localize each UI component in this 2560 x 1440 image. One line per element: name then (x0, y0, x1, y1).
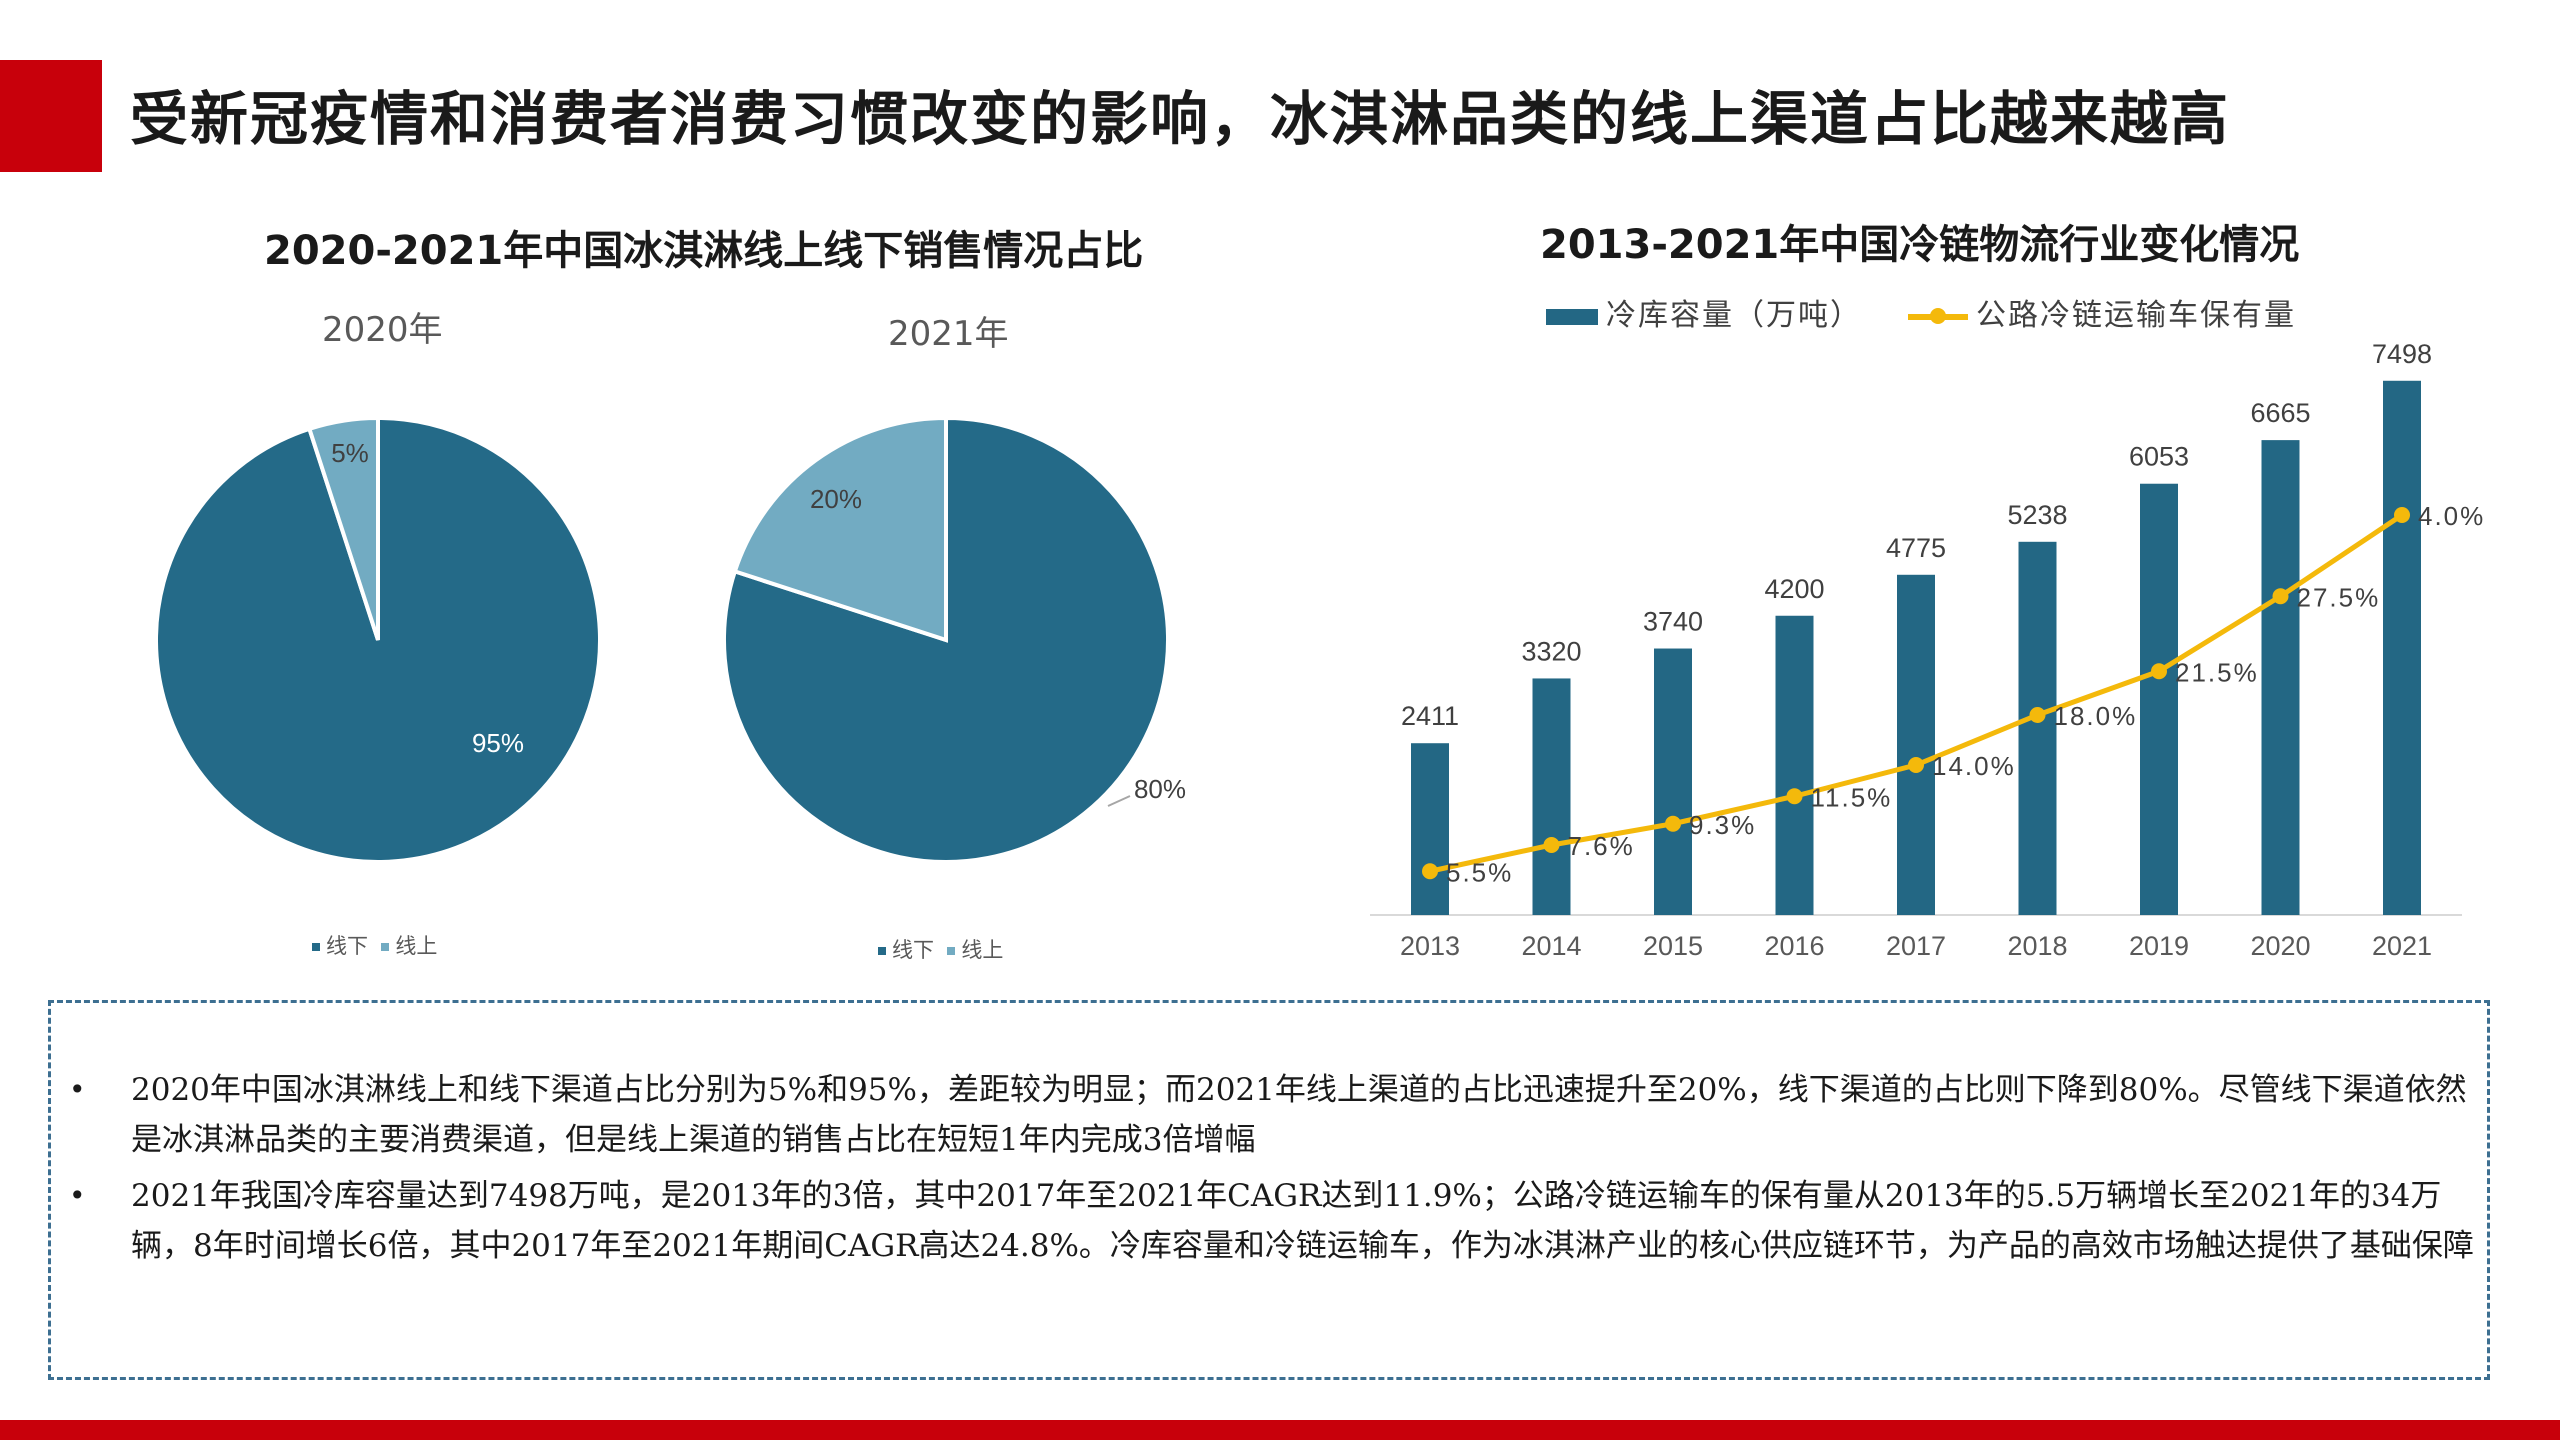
line-value-label: 5.5% (1446, 857, 1513, 887)
summary-box: • 2020年中国冰淇淋线上和线下渠道占比分别为5%和95%，差距较为明显；而2… (48, 1000, 2490, 1380)
line-point (1665, 815, 1681, 832)
legend-offline-label: 线下 (326, 934, 368, 958)
bar-2015 (1654, 648, 1692, 915)
bar-2021 (2383, 380, 2421, 915)
bullet-dot: • (69, 1073, 86, 1106)
summary-bullet: • 2020年中国冰淇淋线上和线下渠道占比分别为5%和95%，差距较为明显；而2… (69, 1065, 2479, 1165)
bar-2016 (1775, 615, 1814, 915)
line-value-label: 9.3% (1689, 810, 1756, 840)
bar-value-label: 6053 (2129, 442, 2189, 472)
pie-slice-online (306, 415, 380, 641)
pie-slice-online (732, 415, 948, 643)
line-point (1786, 788, 1803, 805)
pie-charts: 95% 5% 80% 20% (154, 415, 1186, 864)
pie-2020-legend: 线下 线上 (312, 930, 437, 960)
line-value-label: 27.5% (2297, 582, 2381, 612)
line-series-legend: 公路冷链运输车保有量 (1908, 290, 2296, 334)
bar-value-label: 2411 (1401, 701, 1459, 731)
bar-legend-label: 冷库容量（万吨） (1606, 298, 1862, 333)
x-tick-label: 2018 (2007, 931, 2067, 961)
pie-2021-legend: 线下 线上 (878, 934, 1003, 964)
footer-accent-bar (0, 1420, 2560, 1440)
bar-value-label: 4775 (1886, 533, 1946, 563)
line-value-label: 21.5% (2175, 657, 2259, 687)
line-value-label: 4.0% (2418, 501, 2485, 531)
pie-section-title: 2020-2021年中国冰淇淋线上线下销售情况占比 (264, 228, 1144, 274)
pie-label-offline: 80% (1134, 774, 1186, 804)
pie-label-offline: 95% (472, 728, 524, 758)
title-accent-block (0, 60, 102, 172)
bar-value-label: 7498 (2372, 339, 2432, 369)
line-value-label: 18.0% (2054, 701, 2138, 731)
line-legend-swatch (1908, 307, 1968, 324)
x-tick-label: 2015 (1643, 931, 1703, 961)
bar-series: 2411 3320 3740 4200 4775 5238 6053 6665 7498 (1401, 339, 2432, 915)
summary-bullet: • 2021年我国冷库容量达到7498万吨，是2013年的3倍，其中2017年至… (69, 1171, 2479, 1271)
line-point (1908, 757, 1924, 773)
x-tick-label: 2016 (1764, 931, 1824, 961)
summary-bullet-text: 2021年我国冷库容量达到7498万吨，是2013年的3倍，其中2017年至20… (131, 1178, 2474, 1264)
page-title: 受新冠疫情和消费者消费习惯改变的影响，冰淇淋品类的线上渠道占比越来越高 (130, 85, 2231, 153)
bar-value-label: 6665 (2250, 398, 2310, 428)
bar-value-label: 5238 (2007, 500, 2067, 530)
bar-legend-swatch (1546, 308, 1598, 325)
bar-series-legend: 冷库容量（万吨） (1546, 290, 1862, 334)
bullet-dot: • (69, 1179, 86, 1212)
bar-2013 (1411, 743, 1449, 915)
pie-2021-title: 2021年 (888, 314, 1009, 354)
line-series: 5.5% 7.6% 9.3% 11.5% 14.0% 18.0% 21.5% 27.5% 4.0… (1422, 501, 2485, 887)
line-point (2029, 707, 2046, 723)
pie-label-online: 5% (331, 438, 369, 468)
legend-online-label: 线上 (395, 934, 438, 958)
x-tick-label: 2021 (2372, 931, 2432, 961)
x-tick-label: 2014 (1521, 931, 1581, 961)
legend-online-swatch (381, 943, 390, 951)
legend-offline-swatch (312, 943, 320, 951)
x-tick-label: 2020 (2250, 931, 2310, 961)
pie-label-leader-line (1107, 795, 1131, 807)
line-point (2151, 663, 2167, 680)
bar-section-title: 2013-2021年中国冷链物流行业变化情况 (1540, 222, 2300, 268)
bar-2017 (1897, 574, 1935, 915)
line-value-label: 7.6% (1568, 831, 1635, 861)
bar-2014 (1532, 678, 1571, 915)
bar-2020 (2261, 440, 2300, 915)
bar-2019 (2140, 483, 2178, 915)
bar-value-label: 3740 (1643, 607, 1703, 637)
legend-offline-label: 线下 (892, 938, 934, 962)
x-tick-label: 2013 (1400, 931, 1460, 961)
pie-label-online: 20% (810, 484, 862, 514)
x-axis-ticks: 2013 2014 2015 2016 2017 2018 2019 2020 2021 (1400, 931, 2432, 961)
line-point (2272, 588, 2289, 605)
line-value-label: 14.0% (1932, 751, 2016, 781)
line-value-label: 11.5% (1811, 782, 1893, 812)
legend-offline-swatch (878, 947, 886, 955)
legend-online-swatch (947, 947, 956, 955)
bar-2018 (2018, 541, 2057, 915)
bar-value-label: 4200 (1764, 574, 1824, 604)
legend-online-label: 线上 (961, 938, 1004, 962)
pie-2020-title: 2020年 (322, 310, 443, 350)
line-point (2394, 507, 2410, 523)
line-point (1422, 863, 1438, 880)
pie-chart-2021: 80% 20% (722, 415, 1186, 864)
pie-chart-2020: 95% 5% (154, 415, 602, 864)
line-point (1543, 837, 1560, 853)
line-legend-label: 公路冷链运输车保有量 (1976, 298, 2296, 333)
summary-bullet-text: 2020年中国冰淇淋线上和线下渠道占比分别为5%和95%，差距较为明显；而202… (131, 1072, 2467, 1158)
cold-chain-combo-chart: 2411 3320 3740 4200 4775 5238 6053 6665 7498 5.5… (1370, 339, 2485, 961)
x-tick-label: 2017 (1886, 931, 1946, 961)
x-tick-label: 2019 (2129, 931, 2189, 961)
bar-value-label: 3320 (1521, 636, 1581, 666)
